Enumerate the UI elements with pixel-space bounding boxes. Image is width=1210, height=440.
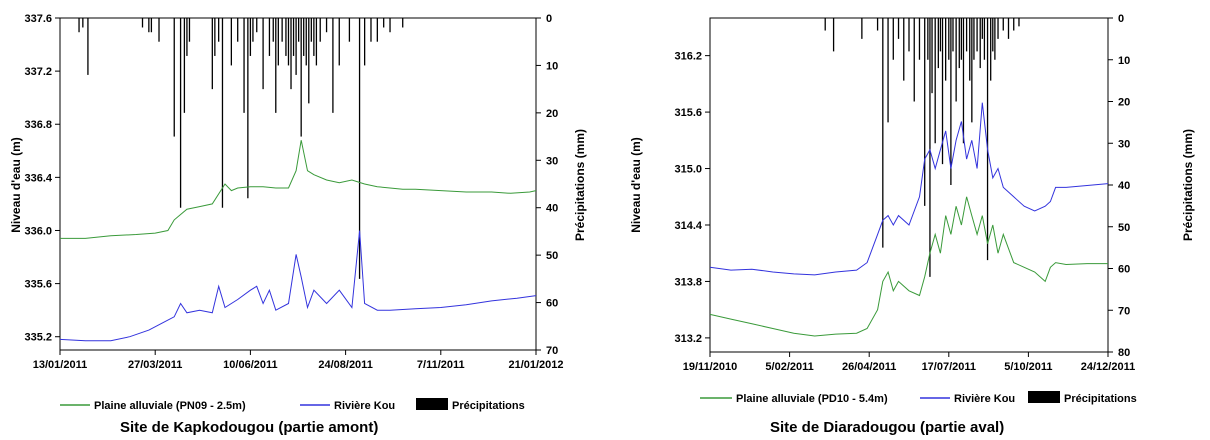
left-y-tick-label: 336.0 (24, 225, 52, 237)
right-x-tick-label: 19/11/2010 (683, 361, 737, 373)
right-y2-tick-label: 40 (1118, 180, 1130, 192)
right-x-tick-label: 17/07/2011 (922, 361, 976, 373)
left-plaine-line (60, 140, 537, 239)
left-y2-tick-label: 70 (546, 345, 558, 357)
left-x-tick-label: 27/03/2011 (128, 359, 182, 371)
right-y-tick-label: 314.4 (674, 220, 702, 232)
left-y-tick-label: 337.2 (24, 66, 52, 78)
left-y2label: Précipitations (mm) (573, 129, 587, 241)
right-x-tick-label: 5/02/2011 (765, 361, 813, 373)
right-y2-tick-label: 70 (1118, 305, 1130, 317)
left-precip-bars (78, 18, 404, 279)
right-y2-tick-label: 60 (1118, 264, 1130, 276)
left-y2-tick-label: 0 (546, 13, 552, 25)
left-y2-tick-label: 50 (546, 250, 558, 262)
left-x-tick-label: 10/06/2011 (223, 359, 277, 371)
left-axis-ticks: 13/01/2011 27/03/2011 10/06/2011 24/08/2011… (24, 13, 563, 371)
left-x-tick-label: 21/01/2012 (508, 359, 563, 371)
left-y-tick-label: 335.6 (24, 279, 52, 291)
left-x-tick-label: 7/11/2011 (417, 359, 465, 371)
right-axis-ticks: 19/11/2010 5/02/2011 26/04/2011 17/07/2011 5… (674, 13, 1135, 373)
right-legend-riviere-label: Rivière Kou (954, 393, 1015, 405)
right-y2-tick-label: 30 (1118, 138, 1130, 150)
right-y2-tick-label: 80 (1118, 347, 1130, 359)
left-y2-tick-label: 60 (546, 298, 558, 310)
left-y-tick-label: 336.4 (24, 172, 52, 184)
left-caption: Site de Kapkodougou (partie amont) (120, 419, 378, 436)
right-y2-tick-label: 50 (1118, 222, 1130, 234)
left-y2-tick-label: 20 (546, 108, 558, 120)
left-plot-frame (59, 17, 537, 351)
right-legend-plaine-label: Plaine alluviale (PD10 - 5.4m) (736, 393, 888, 405)
right-y2label: Précipitations (mm) (1181, 129, 1195, 241)
right-x-tick-label: 26/04/2011 (842, 361, 896, 373)
left-y-tick-label: 337.6 (24, 13, 52, 25)
left-legend-precip-label: Précipitations (452, 400, 525, 412)
left-y-tick-label: 336.8 (24, 119, 52, 131)
left-y2-tick-label: 40 (546, 203, 558, 215)
left-x-tick-label: 13/01/2011 (33, 359, 87, 371)
right-y-tick-label: 313.8 (674, 276, 702, 288)
right-y2-tick-label: 10 (1118, 55, 1130, 67)
left-y-tick-label: 335.2 (24, 332, 52, 344)
left-y2-tick-label: 10 (546, 60, 558, 72)
right-plot-frame (709, 17, 1109, 353)
right-x-tick-label: 24/12/2011 (1081, 361, 1135, 373)
left-x-tick-label: 24/08/2011 (318, 359, 372, 371)
right-y2-tick-label: 0 (1118, 13, 1124, 25)
right-legend-precip-swatch (1028, 391, 1060, 403)
right-precip-bars (824, 18, 1020, 277)
left-ylabel: Niveau d'eau (m) (9, 137, 23, 233)
right-caption: Site de Diaradougou (partie aval) (770, 419, 1004, 436)
left-legend-plaine-label: Plaine alluviale (PN09 - 2.5m) (94, 400, 246, 412)
right-y-tick-label: 315.0 (674, 164, 702, 176)
right-riviere-line (709, 102, 1109, 276)
right-y-tick-label: 315.6 (674, 107, 702, 119)
left-riviere-line (59, 230, 537, 342)
right-y-tick-label: 313.2 (674, 333, 702, 345)
right-y-tick-label: 316.2 (674, 51, 702, 63)
right-y2-tick-label: 20 (1118, 97, 1130, 109)
left-y2-tick-label: 30 (546, 155, 558, 167)
left-legend-riviere-label: Rivière Kou (334, 400, 395, 412)
right-legend-precip-label: Précipitations (1064, 393, 1137, 405)
right-plaine-line (709, 196, 1108, 337)
right-x-tick-label: 5/10/2011 (1004, 361, 1052, 373)
right-ylabel: Niveau d'eau (m) (629, 137, 643, 233)
left-legend-precip-swatch (416, 398, 448, 410)
